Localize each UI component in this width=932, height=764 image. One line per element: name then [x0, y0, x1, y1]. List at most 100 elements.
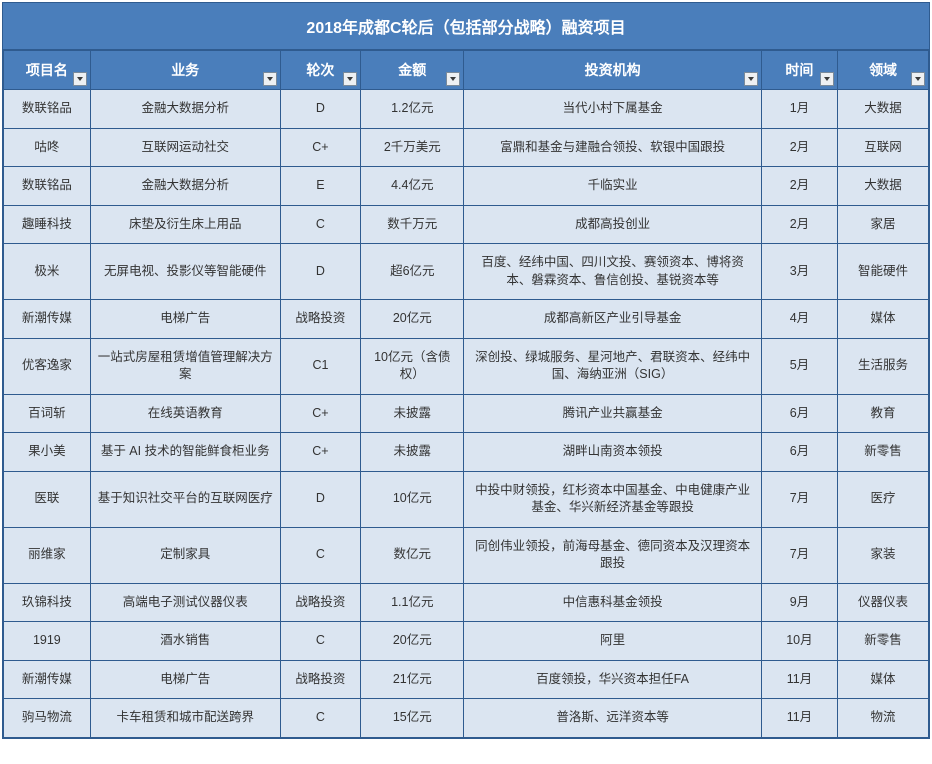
table-row: 咕咚互联网运动社交C+2千万美元富鼎和基金与建融合领投、软银中国跟投2月互联网: [4, 128, 929, 167]
column-header-label: 时间: [785, 62, 813, 78]
column-header-label: 项目名: [26, 62, 68, 78]
table-row: 极米无屏电视、投影仪等智能硬件D超6亿元百度、经纬中国、四川文投、赛领资本、博将…: [4, 244, 929, 300]
table-cell: 在线英语教育: [90, 394, 280, 433]
table-cell: 成都高新区产业引导基金: [464, 300, 761, 339]
table-cell: 医联: [4, 471, 91, 527]
table-cell: 成都高投创业: [464, 205, 761, 244]
filter-dropdown-icon[interactable]: [446, 72, 460, 86]
table-cell: C+: [280, 128, 361, 167]
table-cell: C+: [280, 394, 361, 433]
funding-table-container: 2018年成都C轮后（包括部分战略）融资项目 项目名业务轮次金额投资机构时间领域…: [2, 2, 930, 739]
table-cell: 百度、经纬中国、四川文投、赛领资本、博将资本、磐霖资本、鲁信创投、基锐资本等: [464, 244, 761, 300]
table-cell: 湖畔山南资本领投: [464, 433, 761, 472]
table-cell: 战略投资: [280, 300, 361, 339]
column-header[interactable]: 轮次: [280, 51, 361, 90]
table-cell: 未披露: [361, 394, 464, 433]
table-cell: C+: [280, 433, 361, 472]
table-cell: 智能硬件: [838, 244, 929, 300]
table-cell: 新潮传媒: [4, 660, 91, 699]
table-cell: 优客逸家: [4, 338, 91, 394]
table-row: 百词斩在线英语教育C+未披露腾讯产业共赢基金6月教育: [4, 394, 929, 433]
table-cell: 战略投资: [280, 660, 361, 699]
table-cell: 互联网运动社交: [90, 128, 280, 167]
table-cell: 15亿元: [361, 699, 464, 738]
table-cell: 21亿元: [361, 660, 464, 699]
table-cell: 20亿元: [361, 622, 464, 661]
table-cell: 3月: [761, 244, 837, 300]
table-cell: 同创伟业领投，前海母基金、德同资本及汉理资本跟投: [464, 527, 761, 583]
table-cell: 卡车租赁和城市配送跨界: [90, 699, 280, 738]
table-cell: 丽维家: [4, 527, 91, 583]
column-header[interactable]: 领域: [838, 51, 929, 90]
table-cell: 7月: [761, 527, 837, 583]
filter-dropdown-icon[interactable]: [820, 72, 834, 86]
table-cell: 普洛斯、远洋资本等: [464, 699, 761, 738]
table-cell: 20亿元: [361, 300, 464, 339]
filter-dropdown-icon[interactable]: [263, 72, 277, 86]
table-cell: 战略投资: [280, 583, 361, 622]
column-header[interactable]: 金额: [361, 51, 464, 90]
table-cell: 金融大数据分析: [90, 167, 280, 206]
table-cell: 深创投、绿城服务、星河地产、君联资本、经纬中国、海纳亚洲（SIG）: [464, 338, 761, 394]
table-cell: C: [280, 699, 361, 738]
table-cell: 家居: [838, 205, 929, 244]
table-cell: 物流: [838, 699, 929, 738]
column-header-label: 领域: [869, 62, 897, 78]
table-cell: 2千万美元: [361, 128, 464, 167]
column-header-label: 投资机构: [585, 62, 641, 78]
table-cell: 媒体: [838, 660, 929, 699]
table-cell: 基于知识社交平台的互联网医疗: [90, 471, 280, 527]
table-cell: C: [280, 205, 361, 244]
table-cell: 新潮传媒: [4, 300, 91, 339]
table-cell: 1919: [4, 622, 91, 661]
column-header[interactable]: 项目名: [4, 51, 91, 90]
table-cell: C: [280, 622, 361, 661]
table-cell: 医疗: [838, 471, 929, 527]
table-cell: D: [280, 471, 361, 527]
table-cell: 电梯广告: [90, 300, 280, 339]
table-cell: 基于 AI 技术的智能鲜食柜业务: [90, 433, 280, 472]
table-cell: 9月: [761, 583, 837, 622]
table-cell: 10亿元: [361, 471, 464, 527]
table-row: 新潮传媒电梯广告战略投资21亿元百度领投，华兴资本担任FA11月媒体: [4, 660, 929, 699]
table-cell: 酒水销售: [90, 622, 280, 661]
table-cell: 2月: [761, 167, 837, 206]
table-cell: 5月: [761, 338, 837, 394]
table-row: 数联铭品金融大数据分析E4.4亿元千临实业2月大数据: [4, 167, 929, 206]
table-cell: 仪器仪表: [838, 583, 929, 622]
table-cell: C1: [280, 338, 361, 394]
column-header[interactable]: 投资机构: [464, 51, 761, 90]
filter-dropdown-icon[interactable]: [911, 72, 925, 86]
table-row: 优客逸家一站式房屋租赁增值管理解决方案C110亿元（含债权）深创投、绿城服务、星…: [4, 338, 929, 394]
table-cell: 未披露: [361, 433, 464, 472]
filter-dropdown-icon[interactable]: [744, 72, 758, 86]
table-cell: 大数据: [838, 167, 929, 206]
table-cell: 11月: [761, 699, 837, 738]
table-cell: 数联铭品: [4, 90, 91, 129]
table-row: 数联铭品金融大数据分析D1.2亿元当代小村下属基金1月大数据: [4, 90, 929, 129]
table-cell: 腾讯产业共赢基金: [464, 394, 761, 433]
table-cell: 超6亿元: [361, 244, 464, 300]
table-cell: 百度领投，华兴资本担任FA: [464, 660, 761, 699]
table-row: 新潮传媒电梯广告战略投资20亿元成都高新区产业引导基金4月媒体: [4, 300, 929, 339]
column-header[interactable]: 业务: [90, 51, 280, 90]
table-cell: 4.4亿元: [361, 167, 464, 206]
table-cell: 富鼎和基金与建融合领投、软银中国跟投: [464, 128, 761, 167]
table-cell: 果小美: [4, 433, 91, 472]
table-cell: 定制家具: [90, 527, 280, 583]
table-cell: D: [280, 90, 361, 129]
table-cell: 4月: [761, 300, 837, 339]
column-header[interactable]: 时间: [761, 51, 837, 90]
table-cell: 数联铭品: [4, 167, 91, 206]
table-cell: 2月: [761, 128, 837, 167]
table-cell: 新零售: [838, 433, 929, 472]
filter-dropdown-icon[interactable]: [343, 72, 357, 86]
table-cell: 床垫及衍生床上用品: [90, 205, 280, 244]
table-cell: 1月: [761, 90, 837, 129]
table-cell: 大数据: [838, 90, 929, 129]
table-row: 医联基于知识社交平台的互联网医疗D10亿元中投中财领投，红杉资本中国基金、中电健…: [4, 471, 929, 527]
filter-dropdown-icon[interactable]: [73, 72, 87, 86]
table-cell: 家装: [838, 527, 929, 583]
table-cell: 互联网: [838, 128, 929, 167]
table-cell: 千临实业: [464, 167, 761, 206]
